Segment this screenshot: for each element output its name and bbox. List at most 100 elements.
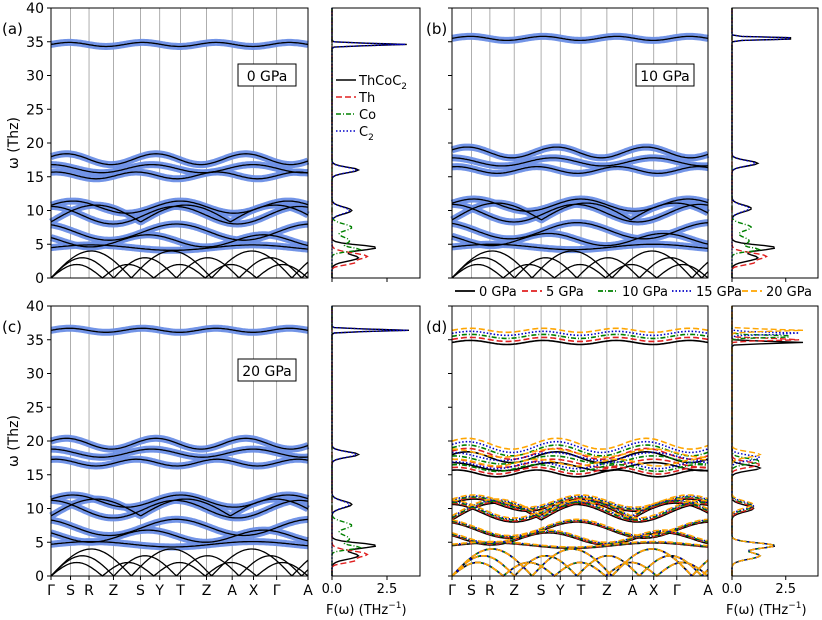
- kpath-label: Z: [509, 583, 519, 599]
- dos-5-GPa: [731, 306, 800, 576]
- band-line: [50, 234, 309, 248]
- band-line: [50, 153, 309, 166]
- ylabel-top: ω (Thz): [6, 117, 22, 169]
- band-line-5-GPa: [451, 520, 709, 539]
- band-line-0-GPa: [451, 469, 709, 478]
- band-line-0-GPa: [451, 503, 709, 523]
- panel-a: 0 5 10 15 20 25 30 35 40(a) 0 GPa: [2, 1, 421, 287]
- y-tick-label: 10: [26, 204, 44, 220]
- pressure-box: [237, 358, 297, 382]
- dos-xlabel-close: ): [802, 603, 807, 618]
- band-line-5-GPa: [451, 466, 709, 475]
- kpath-label: Y: [555, 583, 565, 599]
- panel-d: Γ S R Z S Y T Z A X Γ A(d)0.0 2.5F(ω) (THz−1): [426, 305, 819, 618]
- dos-ThCoC2: [731, 8, 792, 278]
- kpath-label: S: [136, 583, 145, 599]
- y-tick-label: 20: [26, 434, 44, 450]
- band-line: [452, 203, 709, 223]
- band-line-5-GPa: [451, 336, 709, 343]
- dos-xlabel-sup: −1: [388, 601, 401, 611]
- legend-pressure: 0 GPa 5 GPa 10 GPa 15 GPa 20 GPa: [455, 285, 812, 300]
- band-line-10-GPa: [451, 333, 709, 340]
- band-line-10-GPa: [451, 530, 709, 545]
- band-line-10-GPa: [451, 548, 709, 577]
- kpath-label: R: [485, 583, 495, 599]
- band-line-15-GPa: [451, 461, 709, 470]
- dos-Th: [731, 8, 768, 278]
- band-line-10-GPa: [451, 496, 709, 510]
- band-line-20-GPa: [451, 529, 709, 543]
- ylabel-bottom: ω (Thz): [6, 415, 22, 467]
- kpath-label: Γ: [47, 583, 55, 599]
- band-line: [50, 518, 309, 537]
- band-line-20-GPa: [452, 448, 709, 458]
- legend-label-C2: C2: [359, 125, 374, 143]
- band-line: [50, 437, 309, 450]
- band-line-15-GPa: [452, 500, 709, 520]
- band-line: [50, 555, 309, 577]
- band-line-5-GPa: [451, 502, 709, 522]
- y-tick-label: 15: [26, 170, 44, 186]
- band-line: [451, 243, 709, 251]
- band-line: [50, 244, 309, 251]
- band-line: [51, 448, 309, 458]
- band-line-5-GPa: [451, 561, 709, 578]
- band-line-10-GPa: [451, 500, 709, 519]
- band-line-0-GPa: [452, 461, 709, 472]
- y-tick-label: 5: [35, 237, 44, 253]
- band-line: [50, 540, 309, 548]
- panel-b: (b) 10 GPa: [426, 7, 819, 282]
- y-tick-label: 0: [35, 271, 44, 287]
- band-line: [451, 222, 709, 240]
- panel-label: (c): [2, 318, 22, 336]
- band-line-20-GPa: [451, 548, 709, 577]
- dos-xlabel-close: ): [402, 603, 407, 618]
- legend-label-5-GPa: 5 GPa: [546, 285, 584, 300]
- band-line: [451, 202, 709, 221]
- dos-Co: [731, 8, 762, 278]
- band-line-0-GPa: [451, 502, 709, 521]
- band-line-20-GPa: [451, 498, 709, 517]
- kpath-label: Γ: [673, 583, 681, 599]
- dos-xlabel-sup: −1: [788, 601, 801, 611]
- kpath-label: A: [303, 583, 313, 599]
- kpath-label: X: [249, 583, 259, 599]
- legend-label-Co: Co: [359, 108, 376, 123]
- band-line-0-GPa: [451, 561, 709, 578]
- legend-label-Th: Th: [358, 91, 375, 106]
- axis-labels: ω (Thz) ω (Thz): [6, 117, 22, 467]
- band-line-20-GPa: [451, 327, 709, 334]
- panel-label: (b): [426, 20, 447, 38]
- kpath-label: Γ: [448, 583, 456, 599]
- band-line-20-GPa: [451, 555, 709, 578]
- band-line: [51, 499, 309, 519]
- band-line: [451, 232, 709, 247]
- band-line: [50, 204, 309, 223]
- pressure-box: [237, 63, 297, 87]
- band-line: [451, 146, 709, 159]
- band-line: [50, 257, 309, 279]
- dos-xlabel: F(ω) (THz−1): [726, 601, 807, 618]
- legend-label-15-GPa: 15 GPa: [696, 285, 742, 300]
- y-tick-label: 20: [26, 136, 44, 152]
- legend-label-0-GPa: 0 GPa: [479, 285, 517, 300]
- y-tick-label: 40: [26, 1, 44, 17]
- y-tick-label: 30: [26, 69, 44, 85]
- kpath-label: S: [66, 583, 75, 599]
- band-line-15-GPa: [452, 451, 709, 462]
- band-line-20-GPa: [451, 540, 709, 548]
- y-tick-label: 25: [26, 400, 44, 416]
- band-line-15-GPa: [451, 330, 709, 337]
- band-line-15-GPa: [451, 541, 709, 549]
- kpath-label: Y: [154, 583, 164, 599]
- kpath-label: Z: [202, 583, 212, 599]
- legend-label-10-GPa: 10 GPa: [622, 285, 668, 300]
- band-line-20-GPa: [451, 561, 709, 578]
- band-line: [50, 263, 309, 279]
- y-tick-label: 5: [35, 535, 44, 551]
- kpath-label: S: [467, 583, 476, 599]
- band-line-10-GPa: [452, 455, 709, 465]
- band-line-15-GPa: [451, 561, 709, 578]
- band-line: [50, 171, 309, 180]
